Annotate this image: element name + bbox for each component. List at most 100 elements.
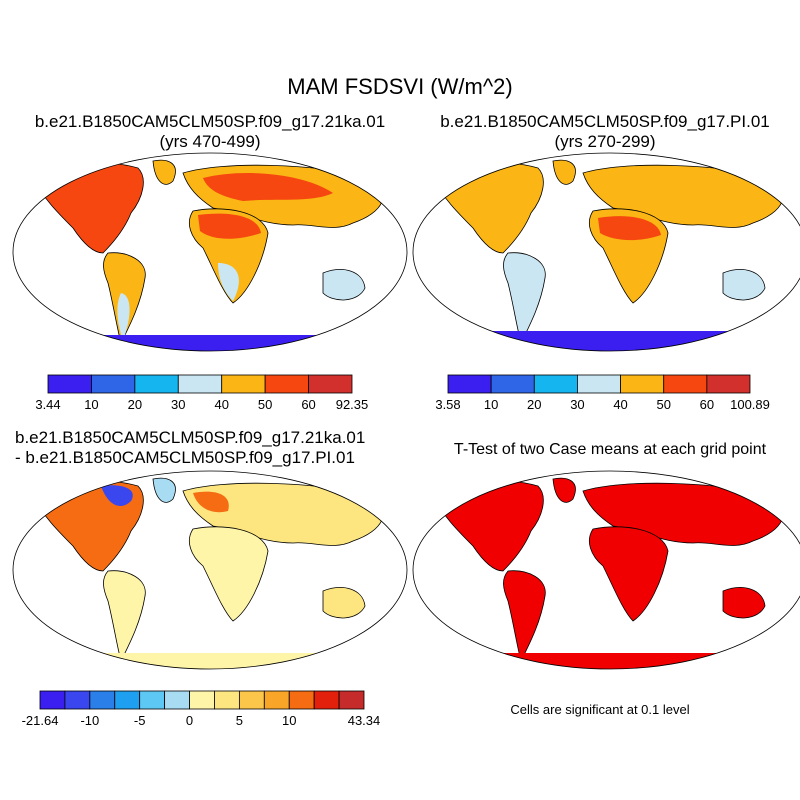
p1-sahara [198, 213, 261, 239]
cb3-label-6: 43.34 [348, 713, 381, 728]
cb1-box-2 [134, 374, 179, 394]
p4-south-america [503, 570, 546, 663]
p3-australia [322, 587, 366, 619]
cb1-label-3: 30 [171, 397, 185, 412]
cb2-box-0 [447, 374, 492, 394]
cb3-box-8 [238, 690, 265, 710]
panel-2-map [413, 159, 800, 351]
cb1-label-5: 50 [258, 397, 272, 412]
p1-eurasia-hot [203, 173, 333, 201]
cb3-box-1 [64, 690, 91, 710]
cb2-box-5 [663, 374, 708, 394]
cb2-box-3 [577, 374, 621, 394]
cb3-label-5: 10 [282, 713, 296, 728]
p1-greenland [152, 159, 176, 185]
p3-europe-hot [193, 491, 229, 513]
cb3-box-2 [89, 690, 116, 710]
cb1-box-1 [91, 374, 136, 394]
p3-greenland [152, 477, 176, 503]
panel-2-title: b.e21.B1850CAM5CLM50SP.f09_g17.PI.01 (yr… [400, 112, 800, 152]
cb2-box-2 [533, 374, 578, 394]
cb1-box-3 [177, 374, 223, 394]
p4-africa [589, 526, 669, 622]
p1-south-america-south [117, 293, 130, 341]
cb3-label-0: -21.64 [22, 713, 59, 728]
cb2-label-0: 3.58 [435, 397, 460, 412]
p1-north-america [32, 162, 144, 254]
cb3-box-10 [288, 690, 315, 710]
cb1-label-2: 20 [128, 397, 142, 412]
p1-australia [322, 269, 366, 301]
cb3-box-6 [189, 690, 215, 710]
significance-note: Cells are significant at 0.1 level [510, 702, 690, 717]
cb2-label-3: 30 [570, 397, 584, 412]
cb3-label-3: 0 [186, 713, 193, 728]
cb1-label-6: 60 [301, 397, 315, 412]
cb2-label-5: 50 [656, 397, 670, 412]
cb2-label-1: 10 [484, 397, 498, 412]
cb2-box-4 [620, 374, 665, 394]
panel-2-title-line1: b.e21.B1850CAM5CLM50SP.f09_g17.PI.01 [440, 112, 770, 131]
p2-antarctica [413, 331, 800, 351]
p2-greenland [552, 159, 576, 185]
panel-2-title-line2: (yrs 270-299) [554, 132, 656, 151]
cb2-label-7: 100.89 [730, 397, 770, 412]
panel-4-border [412, 470, 800, 670]
p2-australia [722, 269, 766, 301]
cb1-box-5 [264, 374, 309, 394]
panel-1-map [13, 159, 407, 351]
p3-laurentide [101, 485, 133, 506]
cb3-box-3 [114, 690, 141, 710]
colorbar-panel-3: -21.64 -10 -5 0 5 10 43.34 [22, 690, 381, 728]
cb3-box-0 [39, 690, 66, 710]
cb1-label-4: 40 [214, 397, 228, 412]
colorbar-panel-1: 3.44 10 20 30 40 50 60 92.35 [35, 374, 369, 412]
panel-2-border [412, 152, 800, 352]
panel-4-title: T-Test of two Case means at each grid po… [453, 441, 767, 458]
cb2-box-1 [490, 374, 535, 394]
cb3-box-11 [313, 690, 340, 710]
panel-3-title: b.e21.B1850CAM5CLM50SP.f09_g17.21ka.01 -… [0, 428, 415, 468]
cb3-box-12 [338, 690, 365, 710]
cb3-box-5 [164, 690, 190, 710]
p3-africa [189, 526, 269, 622]
cb3-label-1: -10 [80, 713, 99, 728]
figure-title: MAM FSDSVI (W/m^2) [287, 74, 513, 99]
cb2-label-2: 20 [527, 397, 541, 412]
p1-antarctica [13, 335, 407, 351]
colorbar-panel-2: 3.58 10 20 30 40 50 60 100.89 [435, 374, 770, 412]
panel-3-map [13, 477, 407, 669]
p4-australia [722, 587, 766, 619]
cb1-label-1: 10 [84, 397, 98, 412]
p2-south-america [503, 252, 546, 345]
cb3-box-4 [139, 690, 166, 710]
panel-1-border [12, 152, 408, 352]
panel-4-map [413, 477, 800, 669]
p2-sahara [598, 216, 661, 241]
p4-antarctica [413, 653, 800, 669]
panel-1-title-line1: b.e21.B1850CAM5CLM50SP.f09_g17.21ka.01 [34, 112, 386, 131]
panel-1-title-line2: (yrs 470-499) [159, 132, 261, 151]
cb1-box-6 [308, 374, 353, 394]
panel-3-title-line1: b.e21.B1850CAM5CLM50SP.f09_g17.21ka.01 [15, 428, 366, 447]
cb1-label-7: 92.35 [336, 397, 369, 412]
cb1-label-0: 3.44 [35, 397, 60, 412]
cb3-label-4: 5 [236, 713, 243, 728]
cb1-box-4 [221, 374, 266, 394]
p2-north-america [432, 162, 544, 254]
cb2-box-6 [706, 374, 751, 394]
p3-south-america [103, 570, 146, 663]
cb3-label-2: -5 [134, 713, 146, 728]
cb2-label-4: 40 [613, 397, 627, 412]
p4-north-america [432, 480, 544, 572]
cb2-label-6: 60 [700, 397, 714, 412]
panel-3-title-line2: - b.e21.B1850CAM5CLM50SP.f09_g17.PI.01 [15, 448, 355, 467]
cb1-box-0 [47, 374, 92, 394]
p3-antarctica [13, 653, 407, 669]
cb3-box-9 [263, 690, 290, 710]
p1-africa-south [218, 263, 239, 301]
p4-greenland [552, 477, 576, 503]
panel-1-title: b.e21.B1850CAM5CLM50SP.f09_g17.21ka.01 (… [0, 112, 420, 152]
cb3-box-7 [214, 690, 240, 710]
